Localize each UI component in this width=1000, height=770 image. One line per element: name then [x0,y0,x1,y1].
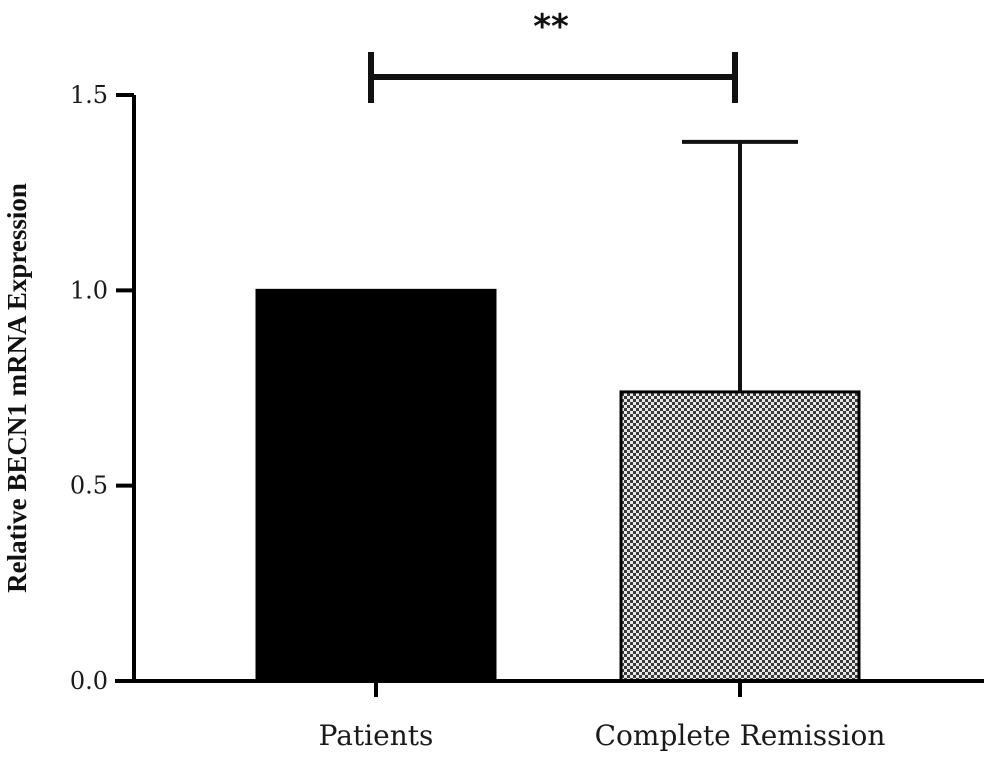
y-tick-label-1: 0.5 [70,472,108,500]
x-tick-label-0: Patients [319,719,434,752]
y-tick-label-0: 0.0 [70,667,108,695]
y-tick-label-3: 1.5 [70,81,108,109]
plot-area: 0.0 0.5 1.0 1.5 Patients Complete Remission ** [70,7,886,752]
x-tick-label-1: Complete Remission [595,719,886,752]
y-axis-title: Relative BECN1 mRNA Expression [2,183,32,593]
bar-patients [255,288,497,683]
bar-complete-remission [619,390,861,683]
significance-label: ** [533,7,569,47]
y-tick-label-2: 1.0 [70,276,108,304]
